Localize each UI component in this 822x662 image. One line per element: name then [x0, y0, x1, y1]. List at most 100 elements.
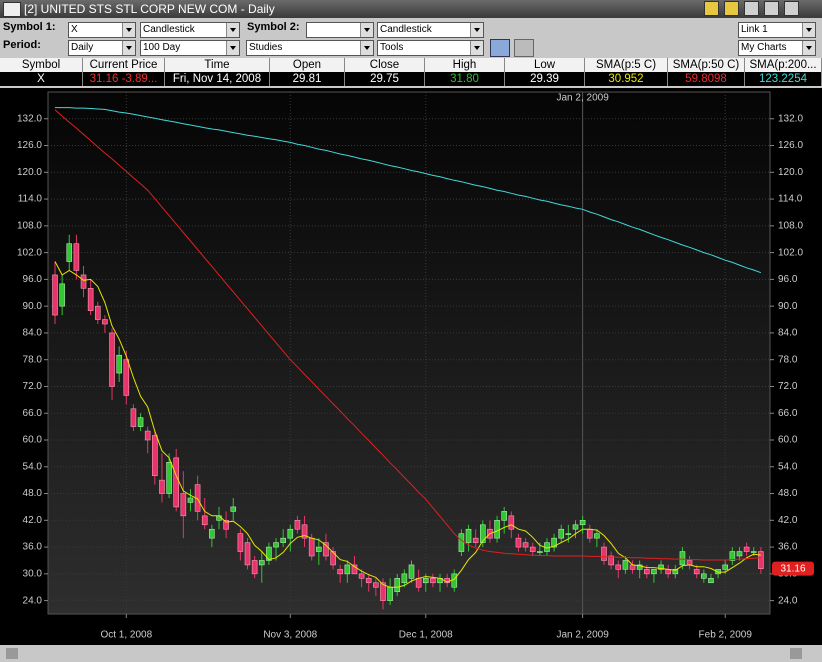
candle-body: [693, 569, 700, 575]
candle-body: [102, 319, 108, 325]
candle-body: [330, 551, 336, 566]
candle-body: [116, 354, 122, 374]
candle-body: [494, 520, 500, 539]
candle-body: [144, 430, 151, 441]
candle-body: [672, 569, 679, 575]
y-tick-label: 102.0: [17, 247, 42, 258]
candle-body: [380, 582, 386, 601]
quote-value: X: [0, 72, 83, 86]
y-tick-label: 42.0: [23, 515, 43, 526]
range-select[interactable]: 100 Day: [140, 40, 240, 56]
period-select[interactable]: Daily: [68, 40, 136, 56]
help-button[interactable]: [704, 1, 719, 16]
candle-body: [658, 564, 664, 570]
candle-body: [387, 586, 393, 601]
zoom-in-button[interactable]: [490, 39, 510, 57]
column-header: Symbol: [0, 58, 83, 72]
candle-body: [572, 524, 579, 530]
y-tick-label: 78.0: [23, 354, 43, 365]
y-tick-label: 102.0: [778, 247, 803, 258]
chart-type1-value: Candlestick: [143, 24, 195, 35]
y-tick-label: 36.0: [23, 542, 43, 553]
y-tick-label: 114.0: [778, 194, 803, 205]
y-tick-label: 30.0: [23, 568, 43, 579]
y-tick-label: 72.0: [23, 381, 43, 392]
symbol1-input[interactable]: X: [68, 22, 136, 38]
restore-button[interactable]: [744, 1, 759, 16]
quote-value: 59.8098: [668, 72, 745, 86]
quote-value-row: X 31.16 -3.89... Fri, Nov 14, 2008 29.81 29.…: [0, 72, 822, 86]
y-tick-label: 42.0: [778, 515, 798, 526]
candle-body: [173, 457, 180, 508]
y-tick-label: 120.0: [17, 167, 42, 178]
zoom-out-button[interactable]: [514, 39, 534, 57]
close-button[interactable]: [784, 1, 799, 16]
period-label: Period:: [3, 39, 41, 51]
tools-select[interactable]: Tools: [377, 40, 484, 56]
candle-body: [280, 537, 286, 543]
column-header: Current Price: [83, 58, 165, 72]
maximize-button[interactable]: [764, 1, 779, 16]
candle-body: [529, 546, 536, 552]
candle-body: [123, 359, 130, 396]
x-tick-label: Nov 3, 2008: [263, 630, 317, 641]
candle-body: [137, 417, 144, 427]
candle-body: [729, 551, 736, 561]
link-value: Link 1: [741, 24, 768, 35]
candle-body: [479, 524, 486, 543]
column-header: SMA(p:5 C): [585, 58, 668, 72]
candle-body: [251, 560, 258, 575]
candle-body: [344, 564, 351, 575]
x-tick-label: Jan 2, 2009: [556, 630, 609, 641]
candle-body: [287, 528, 294, 539]
candle-body: [223, 520, 229, 530]
candle-body: [579, 520, 586, 526]
chart-type1-select[interactable]: Candlestick: [140, 22, 240, 38]
y-tick-label: 60.0: [778, 435, 798, 446]
candle-body: [608, 555, 614, 566]
quote-header-row: Symbol Current Price Time Open Close High Low S…: [0, 58, 822, 72]
quote-table: Symbol Current Price Time Open Close High Low S…: [0, 58, 822, 86]
y-tick-label: 66.0: [778, 408, 798, 419]
period-value: Daily: [71, 42, 94, 53]
candle-body: [80, 274, 87, 289]
candle-body: [515, 537, 522, 548]
minimize-button[interactable]: [724, 1, 739, 16]
candle-body: [159, 479, 165, 494]
price-chart: 24.024.030.030.036.036.042.042.048.048.0…: [0, 88, 822, 645]
y-tick-label: 90.0: [778, 301, 798, 312]
candle-body: [430, 578, 436, 584]
y-tick-label: 48.0: [23, 488, 43, 499]
candle-body: [451, 573, 458, 588]
my-charts-select[interactable]: My Charts: [738, 40, 816, 56]
indicator-line: [54, 261, 761, 588]
column-header: Open: [270, 58, 345, 72]
y-tick-label: 132.0: [17, 113, 42, 124]
status-bar: [0, 645, 822, 662]
candle-body: [622, 560, 629, 570]
symbol1-value: X: [71, 24, 78, 35]
symbol1-label: Symbol 1:: [3, 21, 56, 33]
tools-value: Tools: [380, 42, 404, 53]
link-select[interactable]: Link 1: [738, 22, 816, 38]
y-tick-label: 84.0: [23, 328, 43, 339]
candle-body: [679, 551, 686, 566]
y-tick-label: 24.0: [23, 595, 43, 606]
candle-body: [94, 305, 101, 320]
candle-body: [201, 515, 208, 526]
candle-body: [373, 582, 379, 588]
app-icon: [3, 2, 21, 17]
quote-value: 30.952: [585, 72, 668, 86]
symbol2-input[interactable]: [306, 22, 374, 38]
y-tick-label: 114.0: [18, 194, 43, 205]
candle-body: [130, 408, 137, 427]
candle-body: [522, 542, 529, 548]
candle-body: [701, 573, 707, 579]
chart-type2-select[interactable]: Candlestick: [377, 22, 484, 38]
studies-select[interactable]: Studies: [246, 40, 374, 56]
chart-type2-value: Candlestick: [380, 24, 432, 35]
candle-body: [458, 533, 465, 552]
candle-body: [187, 497, 194, 503]
column-header: Low: [505, 58, 585, 72]
